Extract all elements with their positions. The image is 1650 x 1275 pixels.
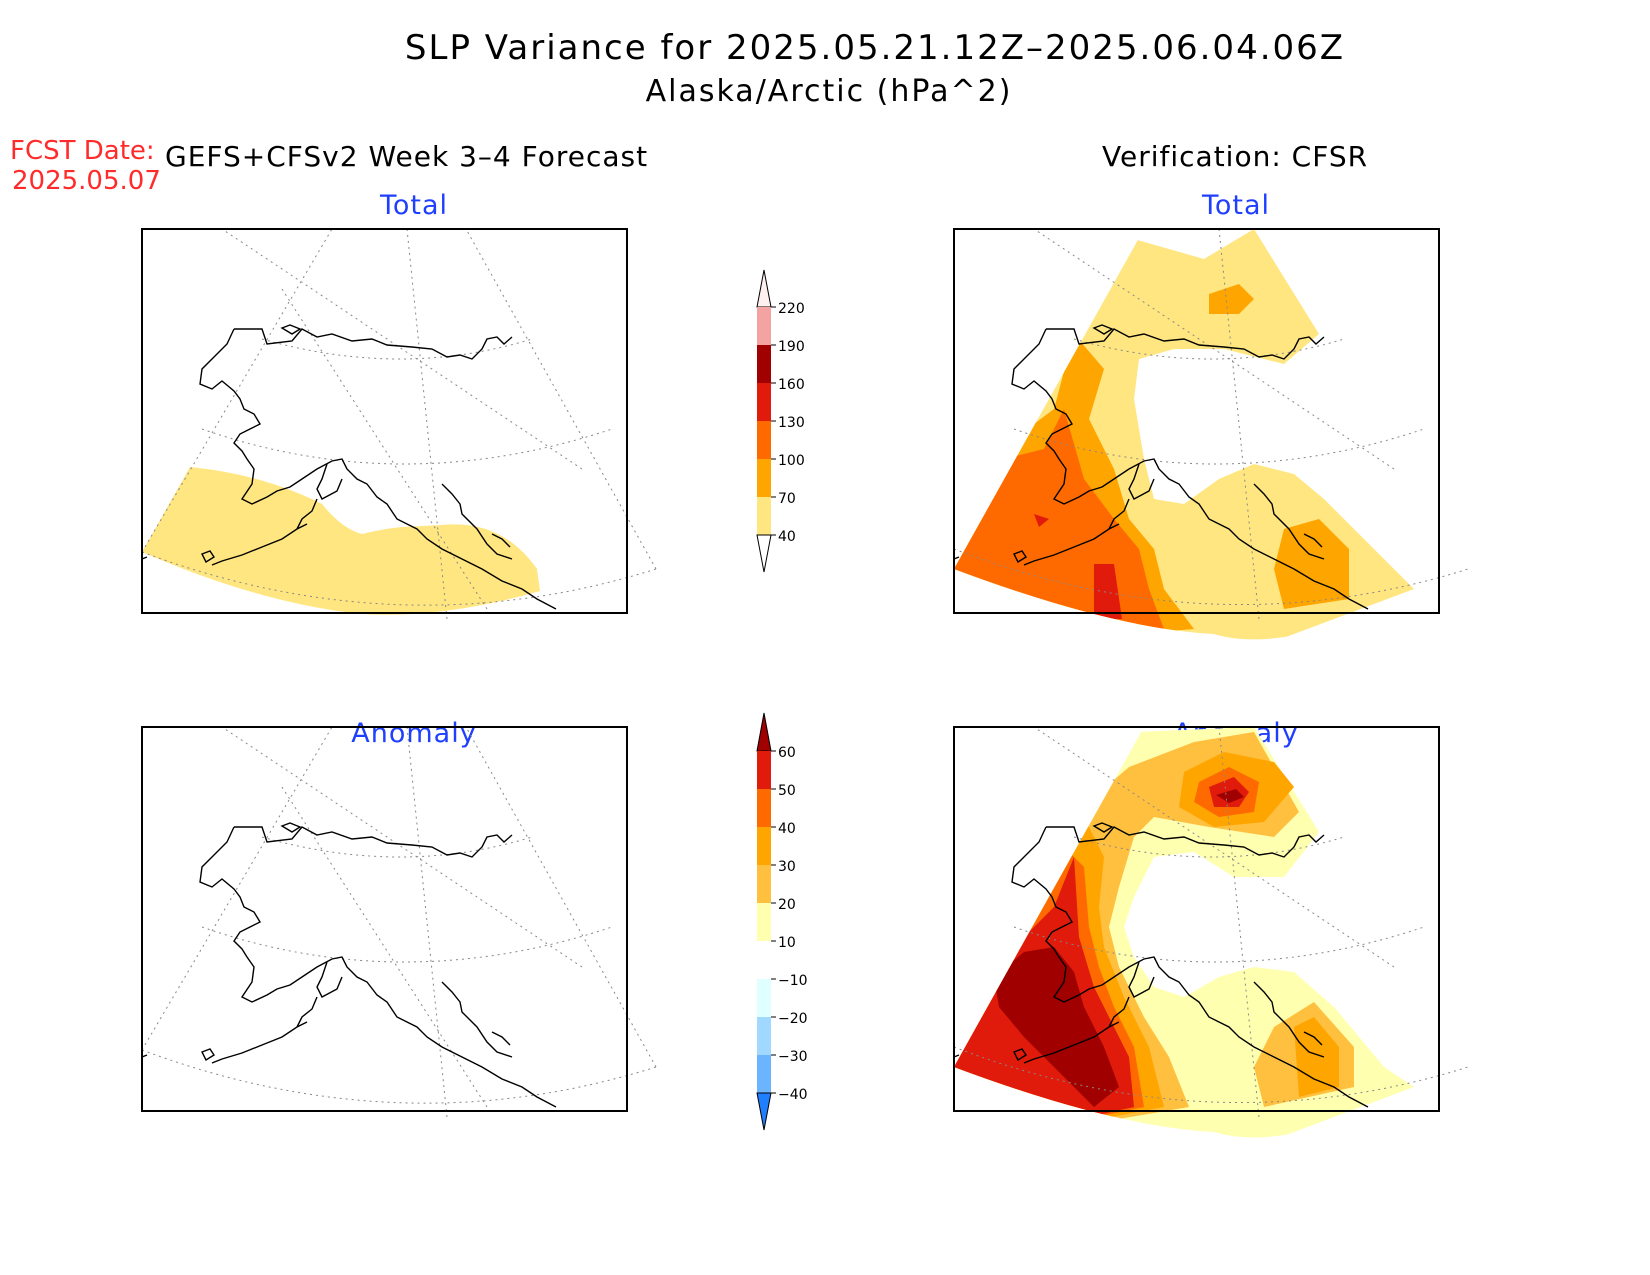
colorbar-anomaly: 60 50 40 30 20 10 −10 −20 −30 −40 xyxy=(756,712,808,1131)
contour-fill-60-plus xyxy=(1216,789,1244,803)
colorbar-anomaly-band xyxy=(757,827,771,865)
main-subtitle: Alaska/Arctic (hPa^2) xyxy=(645,74,1013,109)
panel-title-forecast-total: Total xyxy=(379,190,449,221)
colorbar-anomaly-label: −30 xyxy=(778,1049,808,1065)
colorbar-anomaly-label: 40 xyxy=(778,821,796,837)
forecast-column-header: GEFS+CFSv2 Week 3–4 Forecast xyxy=(165,140,649,173)
map-forecast-total xyxy=(141,228,657,620)
colorbar-anomaly-label: 60 xyxy=(778,745,796,761)
panel-title-forecast-anomaly: Anomaly xyxy=(351,718,477,749)
colorbar-total-band xyxy=(757,497,771,535)
forecast-date-label: FCST Date: xyxy=(10,136,155,166)
main-title: SLP Variance for 2025.05.21.12Z–2025.06.… xyxy=(404,28,1346,68)
colorbar-total-band xyxy=(757,383,771,421)
colorbar-total-label: 130 xyxy=(778,415,805,431)
colorbar-anomaly-label: 30 xyxy=(778,859,796,875)
panel-title-verification-total: Total xyxy=(1201,190,1271,221)
colorbar-total-band xyxy=(757,307,771,345)
colorbar-total-label: 70 xyxy=(778,491,796,507)
panel-frame xyxy=(953,726,1440,1112)
colorbar-anomaly-band xyxy=(757,1055,771,1093)
panel-frame xyxy=(953,228,1440,614)
map-verification-total xyxy=(953,228,1469,640)
verification-column-header: Verification: CFSR xyxy=(1102,140,1369,173)
map-forecast-anomaly xyxy=(141,726,657,1118)
colorbar-anomaly-band xyxy=(757,941,771,979)
panel-frame xyxy=(141,726,628,1112)
colorbar-anomaly-band xyxy=(757,1017,771,1055)
colorbar-anomaly-label: 10 xyxy=(778,935,796,951)
contour-fill-60-plus xyxy=(994,947,1119,1107)
contour-fill-130-160 xyxy=(1034,514,1049,527)
map-verification-anomaly xyxy=(953,726,1469,1138)
colorbar-total-label: 100 xyxy=(778,453,805,469)
contour-fill-30-40 xyxy=(1294,1017,1339,1097)
colorbar-total-band xyxy=(757,345,771,383)
colorbar-anomaly-bottom-triangle xyxy=(756,1092,772,1131)
panel-frame xyxy=(141,228,628,614)
colorbar-total-band xyxy=(757,459,771,497)
colorbar-total-bottom-triangle xyxy=(756,534,772,573)
colorbar-anomaly-band xyxy=(757,979,771,1017)
contour-fill-70-100 xyxy=(1209,284,1254,314)
colorbar-total-band xyxy=(757,421,771,459)
colorbar-anomaly-top-triangle xyxy=(756,712,772,752)
colorbar-total: 220 190 160 130 100 70 40 xyxy=(756,269,805,573)
colorbar-anomaly-band xyxy=(757,789,771,827)
contour-fill-40-70 xyxy=(142,467,540,615)
contour-fill-70-100 xyxy=(1274,519,1349,609)
colorbar-anomaly-band xyxy=(757,903,771,941)
colorbar-anomaly-label: −10 xyxy=(778,973,808,989)
colorbar-total-label: 40 xyxy=(778,529,796,545)
colorbar-anomaly-label: −40 xyxy=(778,1087,808,1103)
colorbar-anomaly-band xyxy=(757,865,771,903)
colorbar-total-top-triangle xyxy=(756,269,772,308)
colorbar-anomaly-label: 20 xyxy=(778,897,796,913)
colorbar-total-label: 220 xyxy=(778,301,805,317)
forecast-date-value: 2025.05.07 xyxy=(12,166,161,196)
colorbar-total-label: 160 xyxy=(778,377,805,393)
colorbar-anomaly-label: 50 xyxy=(778,783,796,799)
colorbar-anomaly-label: −20 xyxy=(778,1011,808,1027)
contour-fill-130-160 xyxy=(1094,564,1122,619)
colorbar-total-label: 190 xyxy=(778,339,805,355)
colorbar-anomaly-band xyxy=(757,751,771,789)
